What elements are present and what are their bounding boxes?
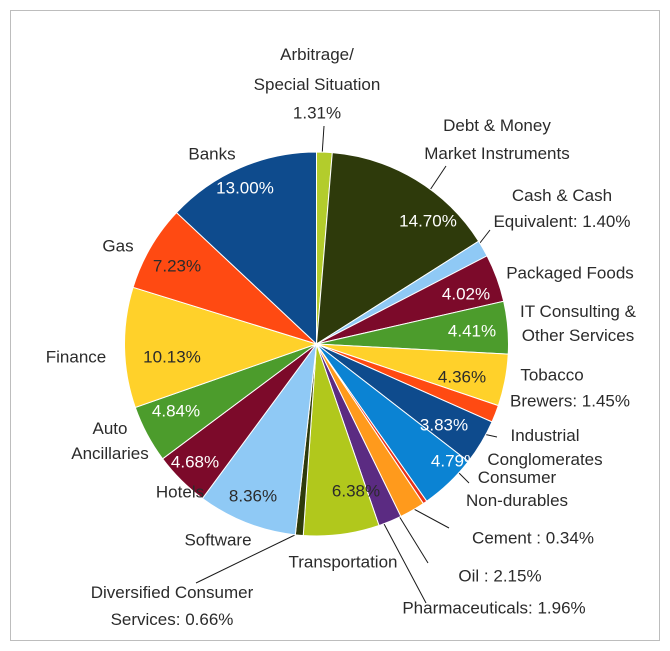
slice-label: Hotels [156, 482, 204, 501]
slice-label: Software [184, 530, 251, 549]
slice-label: Cash & Cash Equivalent: 1.40% [493, 186, 630, 231]
slice-label: Diversified Consumer Services: 0.66% [91, 583, 254, 629]
slice-label: Banks [188, 144, 235, 163]
pie-slice [201, 342, 318, 536]
leader-line [195, 532, 300, 584]
pie-slice [175, 151, 317, 346]
value-label: 4.41% [448, 321, 496, 340]
value-label: 10.13% [143, 347, 201, 366]
slice-label: IT Consulting & Other Services [520, 302, 637, 345]
value-label: 8.36% [229, 486, 277, 505]
value-label: 4.02% [442, 284, 490, 303]
leader-line [398, 515, 429, 564]
slice-label: Transportation [289, 552, 398, 571]
slice-label: Packaged Foods [506, 263, 634, 282]
leader-line [429, 165, 447, 191]
slices [124, 151, 509, 537]
slice-label: Finance [46, 347, 106, 366]
leader-line [382, 521, 427, 604]
slice-label: Pharmaceuticals: 1.96% [402, 598, 585, 617]
slice-label: Oil : 2.15% [458, 566, 541, 585]
leader-line [411, 507, 450, 529]
value-label: 4.79% [431, 451, 479, 470]
value-label: 1.31% [293, 103, 341, 122]
value-label: 7.23% [153, 256, 201, 275]
slice-label: Arbitrage/Special Situation [254, 45, 381, 94]
pie-slice [315, 152, 480, 345]
pie-slice [124, 286, 319, 409]
slice-label: Consumer Non-durables [466, 468, 568, 510]
slice-label: Brewers: 1.45% [510, 391, 630, 410]
value-label: 4.84% [152, 401, 200, 420]
slice-label: Debt & Money Market Instruments [424, 116, 570, 163]
frame [10, 10, 660, 641]
slice-label: Auto Ancillaries [71, 419, 148, 463]
value-label: 14.70% [399, 211, 457, 230]
leader-line [457, 471, 470, 484]
slice-label: Gas [102, 236, 133, 255]
slice-label: Industrial Conglomerates [487, 426, 602, 469]
value-label: 4.68% [171, 452, 219, 471]
slice-label: Tobacco [520, 365, 583, 384]
value-label: 3.83% [420, 415, 468, 434]
slice-label: Cement : 0.34% [472, 528, 594, 547]
value-label: 6.38% [332, 481, 380, 500]
leader-line [321, 125, 325, 157]
value-label: 13.00% [216, 178, 274, 197]
value-label: 4.36% [438, 367, 486, 386]
